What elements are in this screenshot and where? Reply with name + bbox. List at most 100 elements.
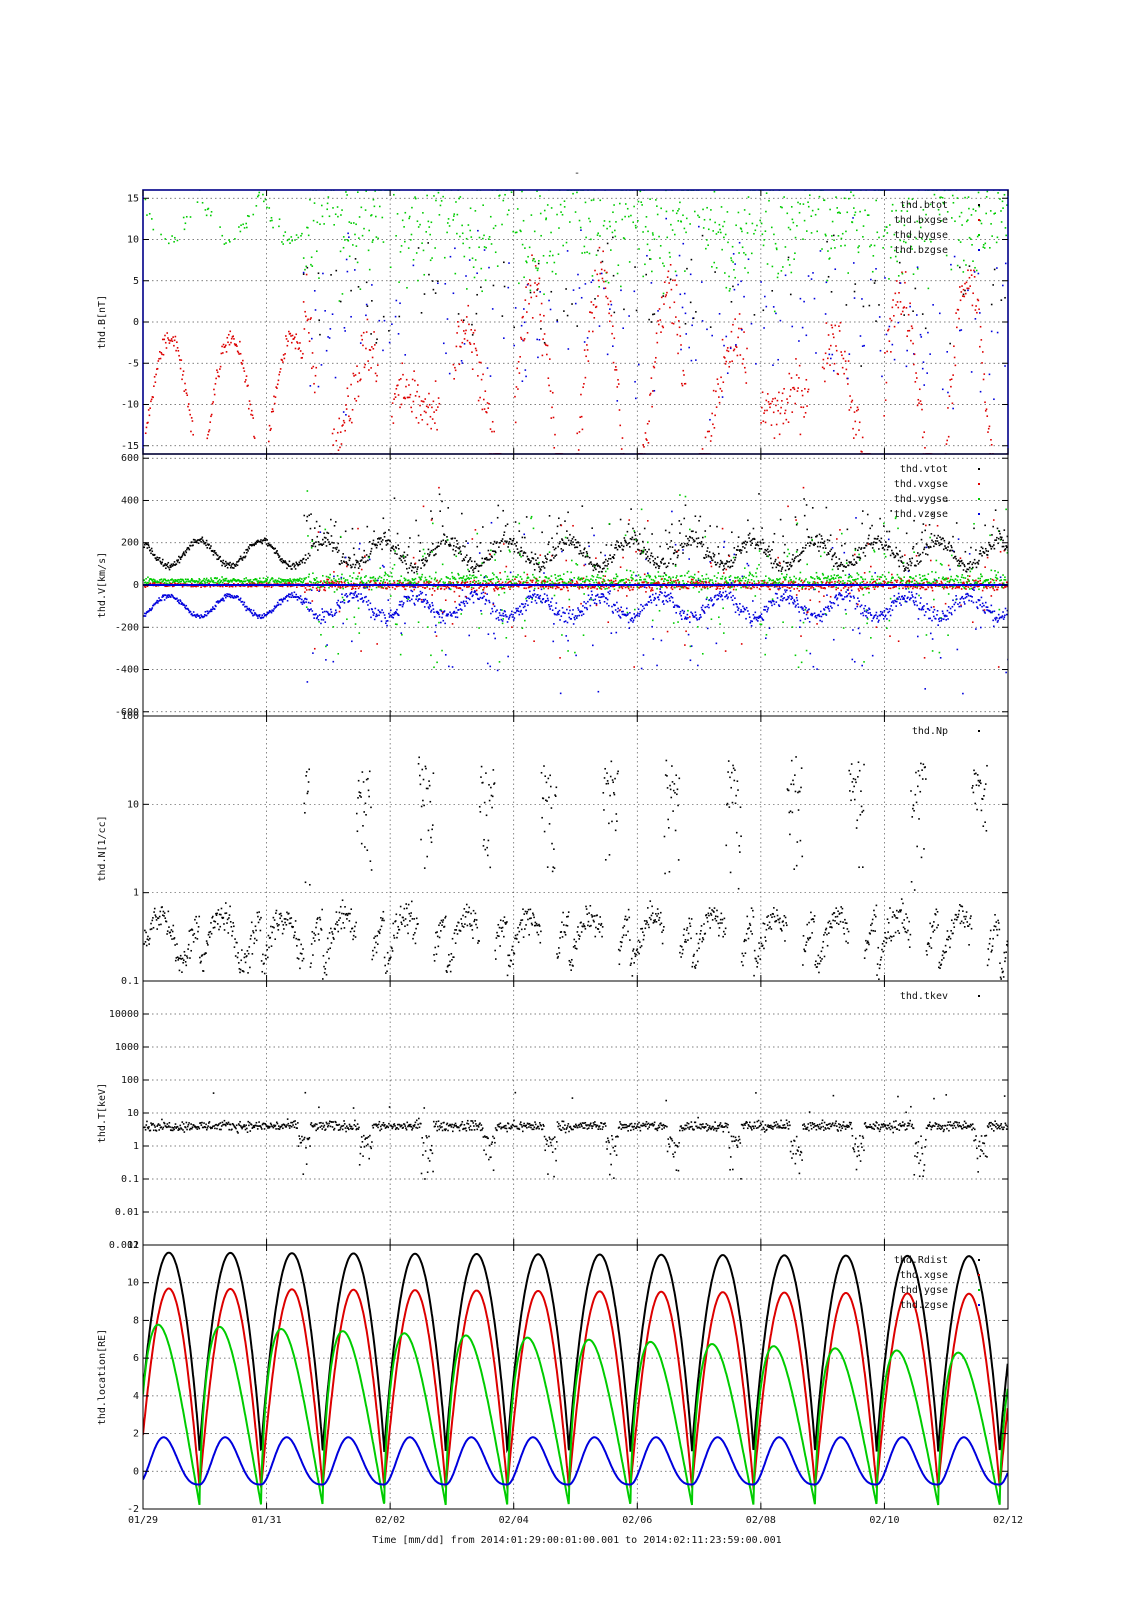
data-point <box>906 349 908 352</box>
data-point <box>377 541 380 544</box>
data-point <box>364 555 366 557</box>
data-point <box>160 563 163 565</box>
data-point <box>366 318 369 321</box>
data-point <box>350 222 353 224</box>
data-point <box>504 570 506 573</box>
data-point <box>920 403 923 406</box>
data-point <box>310 337 313 340</box>
data-point <box>576 615 579 617</box>
data-point <box>959 299 962 302</box>
data-point <box>457 581 459 584</box>
data-point <box>827 275 830 278</box>
data-point <box>733 268 735 271</box>
data-point <box>220 598 223 601</box>
data-point <box>608 220 611 223</box>
data-point <box>367 360 369 362</box>
data-point <box>249 609 251 612</box>
data-point <box>799 203 801 205</box>
data-point <box>417 621 420 624</box>
data-point <box>426 423 429 426</box>
data-point <box>429 551 432 554</box>
data-point <box>466 577 469 580</box>
data-point <box>511 616 514 618</box>
data-point <box>457 587 460 589</box>
data-point <box>474 529 477 531</box>
data-point <box>965 220 968 223</box>
data-point <box>192 614 194 617</box>
data-point <box>1002 284 1004 287</box>
data-point <box>556 586 559 589</box>
data-point <box>997 192 999 194</box>
data-point <box>345 191 347 193</box>
data-point <box>181 603 184 605</box>
data-point <box>234 585 237 588</box>
data-point <box>773 233 775 236</box>
data-point <box>446 536 448 538</box>
data-point <box>435 409 438 411</box>
data-point <box>1000 210 1002 212</box>
data-point <box>213 581 215 584</box>
data-point <box>613 204 615 206</box>
data-point <box>321 538 324 541</box>
data-point <box>590 301 593 303</box>
data-point <box>852 427 854 430</box>
data-point <box>633 205 635 208</box>
data-point <box>847 197 850 200</box>
data-point <box>755 363 757 365</box>
data-point <box>424 398 427 400</box>
data-point <box>504 610 506 613</box>
data-point <box>738 327 740 330</box>
data-point <box>728 290 731 292</box>
data-point <box>438 616 441 618</box>
data-point <box>496 576 498 579</box>
data-point <box>381 216 384 219</box>
data-point <box>325 537 327 539</box>
data-point <box>387 539 390 541</box>
data-point <box>252 543 255 546</box>
data-point <box>563 200 566 202</box>
data-point <box>967 287 970 290</box>
data-point <box>644 432 647 434</box>
data-point <box>423 606 426 608</box>
data-point <box>962 288 965 291</box>
data-point <box>689 273 692 276</box>
data-point <box>951 194 954 197</box>
data-point <box>695 359 697 361</box>
data-point <box>857 251 860 254</box>
data-point <box>440 543 442 545</box>
data-point <box>947 391 949 394</box>
data-point <box>413 571 416 574</box>
data-point <box>250 409 253 412</box>
data-point <box>1000 221 1003 223</box>
data-point <box>787 258 790 261</box>
data-point <box>840 351 842 353</box>
data-point <box>464 545 466 548</box>
data-point <box>660 296 663 299</box>
data-point <box>408 217 410 220</box>
data-point <box>357 593 360 595</box>
data-point <box>582 386 584 389</box>
data-point <box>519 554 521 556</box>
data-point <box>191 613 193 615</box>
data-point <box>194 585 196 587</box>
data-point <box>399 653 402 656</box>
data-point <box>915 237 918 240</box>
data-point <box>815 352 817 354</box>
data-point <box>182 216 185 219</box>
data-point <box>701 234 704 237</box>
data-point <box>356 560 359 562</box>
data-point <box>345 593 348 595</box>
data-point <box>459 551 461 554</box>
data-point <box>534 553 537 555</box>
data-point <box>574 585 577 588</box>
data-point <box>169 564 171 567</box>
data-point <box>517 360 520 363</box>
data-point <box>533 593 536 595</box>
data-point <box>296 563 299 566</box>
data-point <box>847 383 849 385</box>
data-point <box>884 277 886 279</box>
data-point <box>765 305 768 308</box>
data-point <box>300 581 302 583</box>
data-point <box>979 219 982 222</box>
data-point <box>933 193 936 196</box>
